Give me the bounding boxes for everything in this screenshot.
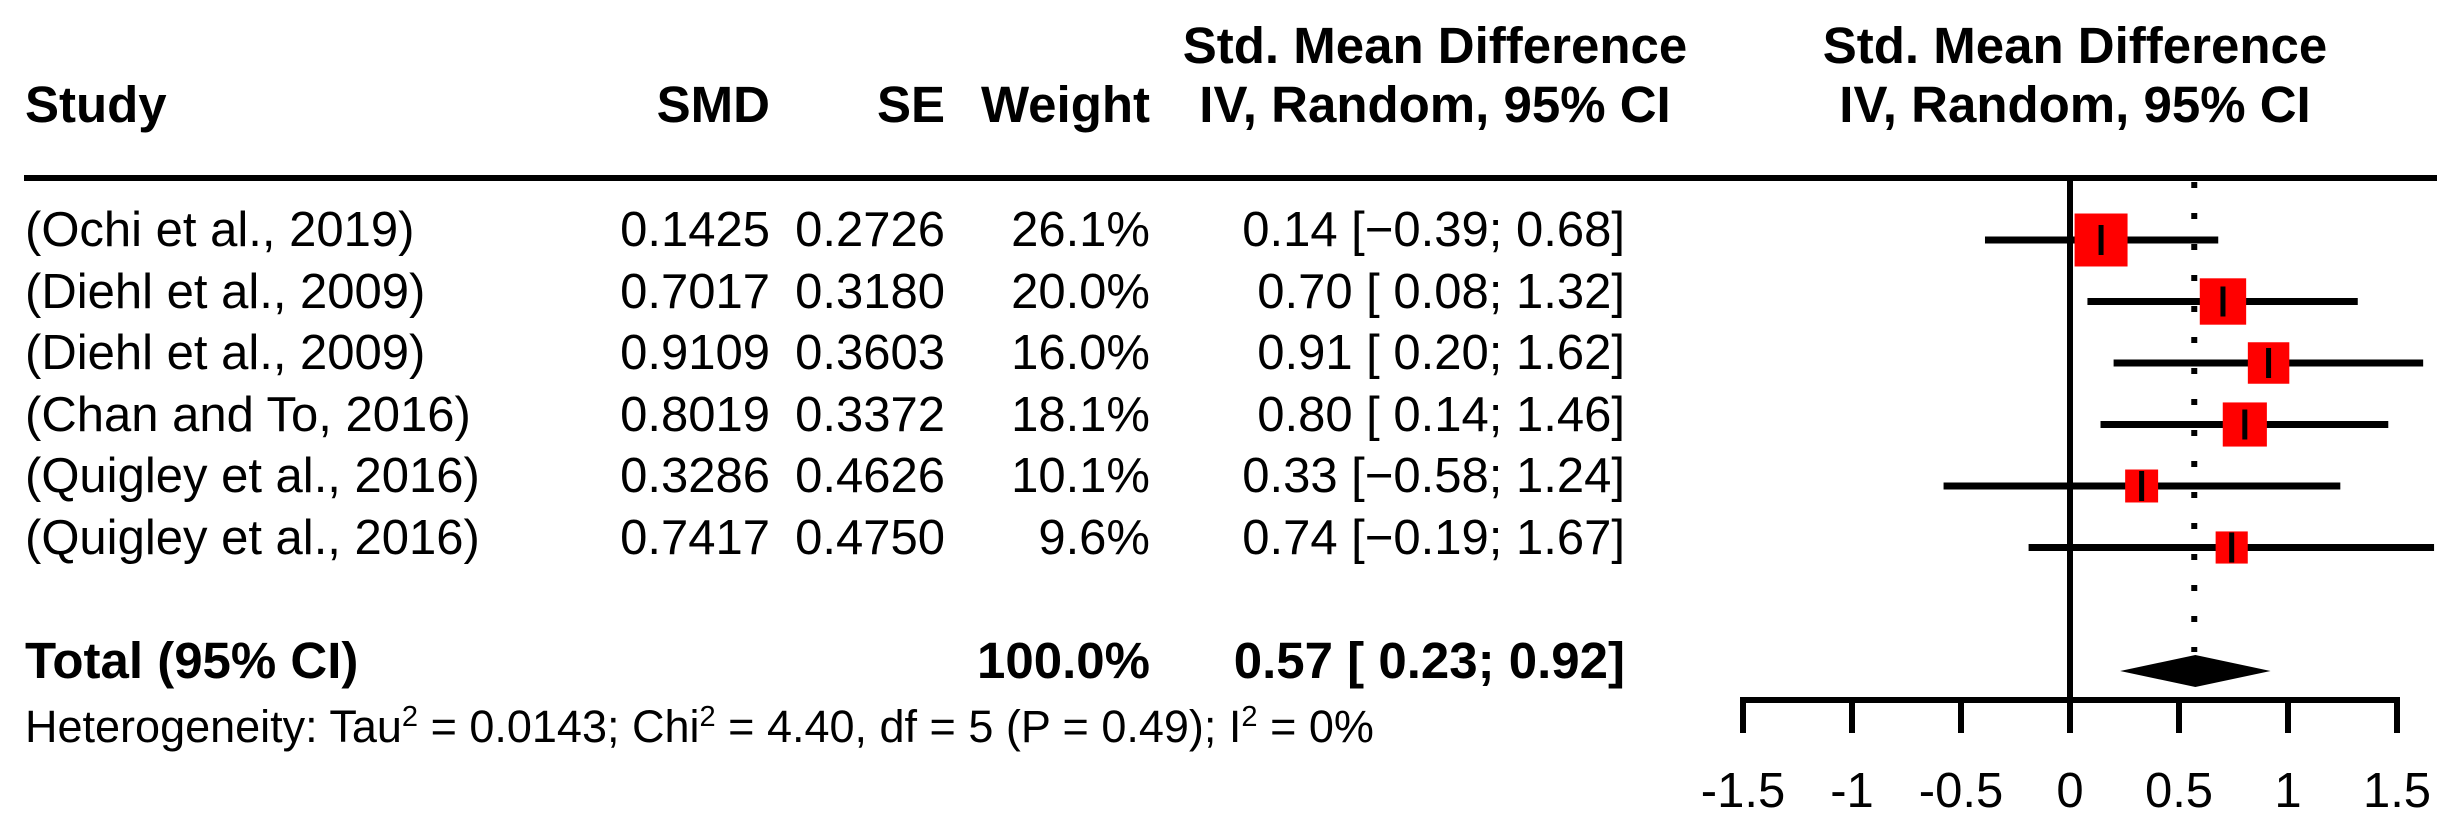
heterogeneity-text-segment: Heterogeneity: Tau — [25, 701, 402, 752]
smd-value: 0.7017 — [620, 265, 770, 319]
smd-value: 0.7417 — [620, 511, 770, 565]
smd-value: 0.3286 — [620, 449, 770, 503]
se-column-header: SE — [876, 76, 945, 133]
study-label: (Chan and To, 2016) — [25, 388, 471, 442]
se-value: 0.2726 — [795, 203, 945, 257]
total-label: Total (95% CI) — [25, 632, 359, 689]
ci-text: 0.80 [ 0.14; 1.46] — [1257, 388, 1625, 442]
se-value: 0.4626 — [795, 449, 945, 503]
superscript: 2 — [401, 701, 419, 733]
se-value: 0.4750 — [795, 511, 945, 565]
heterogeneity-text-segment: = 4.40, df = 5 (P = 0.49); I — [715, 701, 1242, 752]
ci-column-header-line1: Std. Mean Difference — [1182, 17, 1688, 74]
total-diamond — [2120, 655, 2271, 687]
smd-value: 0.1425 — [620, 203, 770, 257]
ci-column-header-line2: IV, Random, 95% CI — [1199, 76, 1671, 133]
se-value: 0.3180 — [795, 265, 945, 319]
ci-text: 0.91 [ 0.20; 1.62] — [1257, 326, 1625, 380]
weight-value: 18.1% — [1011, 388, 1150, 442]
study-label: (Quigley et al., 2016) — [25, 511, 480, 565]
weight-value: 16.0% — [1011, 326, 1150, 380]
ci-text: 0.33 [−0.58; 1.24] — [1242, 449, 1625, 503]
weight-value: 26.1% — [1011, 203, 1150, 257]
smd-column-header: SMD — [656, 76, 770, 133]
x-axis-tick-label-2: -0.5 — [1919, 764, 2003, 818]
study-label: (Ochi et al., 2019) — [25, 203, 415, 257]
plot-column-header-line1: Std. Mean Difference — [1822, 17, 2328, 74]
heterogeneity-text-segment: = 0.0143; Chi — [418, 701, 700, 752]
weight-value: 20.0% — [1011, 265, 1150, 319]
heterogeneity-text-segment: = 0% — [1257, 701, 1374, 752]
header-divider-rule — [24, 175, 2437, 181]
total-ci-text: 0.57 [ 0.23; 0.92] — [1233, 632, 1625, 689]
x-axis-tick-label-1: -1 — [1830, 764, 1874, 818]
study-label: (Diehl et al., 2009) — [25, 326, 426, 380]
superscript: 2 — [1241, 701, 1258, 733]
heterogeneity-statistics: Heterogeneity: Tau2 = 0.0143; Chi2 = 4.4… — [25, 701, 1525, 752]
x-axis-tick-label-6: 1.5 — [2363, 764, 2431, 818]
study-column-header: Study — [25, 76, 167, 133]
se-value: 0.3603 — [795, 326, 945, 380]
study-label: (Diehl et al., 2009) — [25, 265, 426, 319]
se-value: 0.3372 — [795, 388, 945, 442]
smd-value: 0.9109 — [620, 326, 770, 380]
superscript: 2 — [699, 701, 716, 733]
study-label: (Quigley et al., 2016) — [25, 449, 480, 503]
weight-value: 10.1% — [1011, 449, 1150, 503]
ci-text: 0.14 [−0.39; 0.68] — [1242, 203, 1625, 257]
x-axis-tick-label-5: 1 — [2274, 764, 2301, 818]
ci-text: 0.70 [ 0.08; 1.32] — [1257, 265, 1625, 319]
smd-value: 0.8019 — [620, 388, 770, 442]
x-axis-tick-label-4: 0.5 — [2145, 764, 2213, 818]
total-weight: 100.0% — [977, 632, 1150, 689]
ci-text: 0.74 [−0.19; 1.67] — [1242, 511, 1625, 565]
weight-value: 9.6% — [1038, 511, 1150, 565]
x-axis-tick-label-3: 0 — [2056, 764, 2083, 818]
x-axis-tick-label-0: -1.5 — [1701, 764, 1785, 818]
plot-column-header-line2: IV, Random, 95% CI — [1839, 76, 2311, 133]
weight-column-header: Weight — [980, 76, 1150, 133]
